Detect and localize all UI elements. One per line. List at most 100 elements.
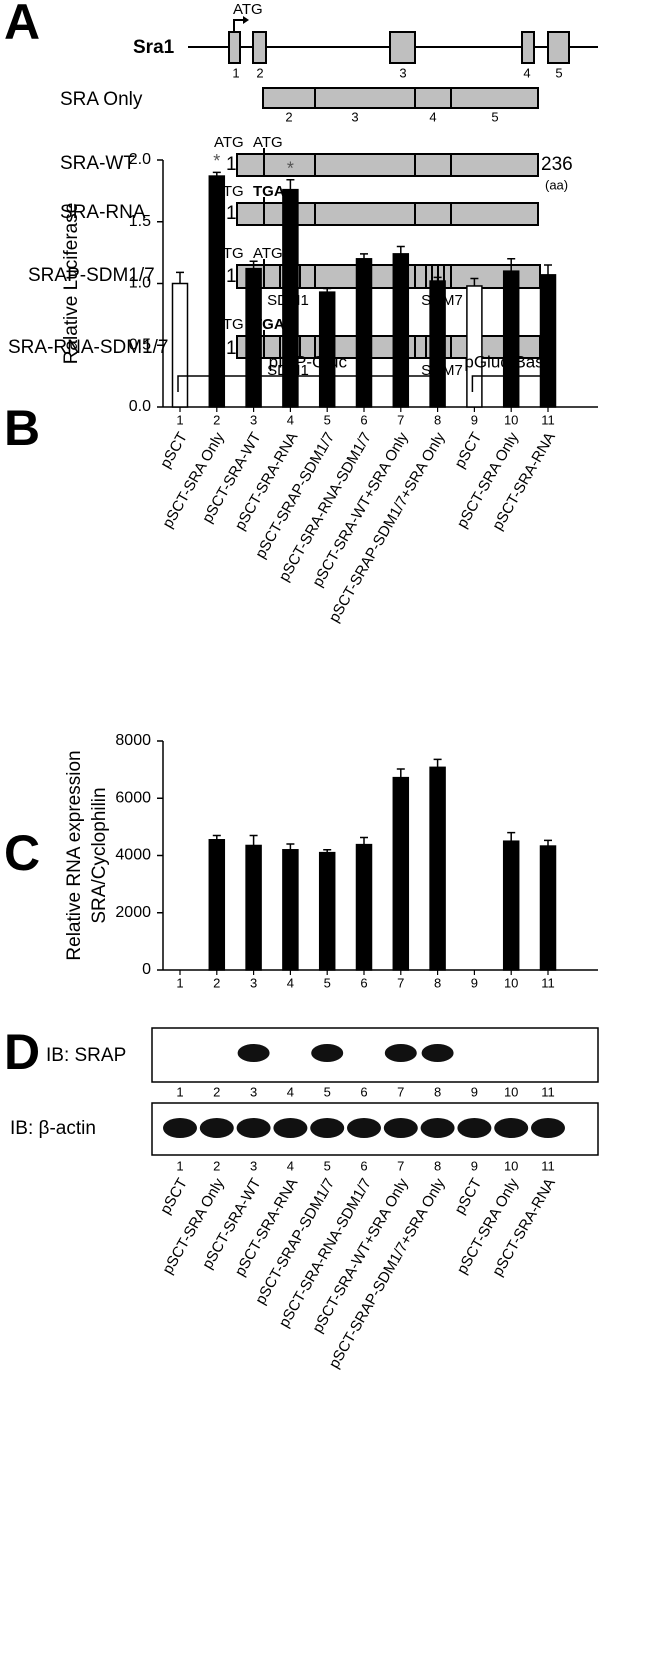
bar	[392, 253, 410, 408]
exon	[547, 31, 570, 64]
bar	[502, 840, 520, 971]
error-bar	[544, 264, 552, 275]
x-tick-label: 11	[541, 412, 555, 427]
y-tick-label: 0.0	[129, 398, 151, 415]
bar	[245, 267, 262, 408]
bar	[282, 188, 299, 408]
y-axis-label: Relative RNA expression	[64, 750, 85, 960]
x-tick-label: 5	[324, 412, 331, 427]
x-tick-label: 1	[176, 412, 183, 427]
band	[273, 1118, 308, 1138]
blot-label: IB: β-actin	[10, 1118, 96, 1139]
x-tick-label: 11	[541, 975, 555, 990]
group-bracket	[177, 375, 439, 392]
x-tick-label: 6	[360, 975, 367, 990]
lane-number: 8	[434, 1084, 441, 1099]
lane-number: 5	[324, 1158, 331, 1173]
divider	[263, 197, 452, 225]
error-bar	[507, 831, 516, 842]
error-bar	[286, 843, 295, 850]
exon-number: 1	[232, 65, 239, 80]
lane-number: 7	[397, 1158, 404, 1173]
bar	[502, 270, 520, 408]
bar	[355, 258, 373, 408]
x-tick-label: 3	[250, 975, 257, 990]
panel-letter: C	[4, 825, 40, 881]
error-bar	[323, 287, 332, 293]
arrow-head	[243, 16, 249, 24]
x-tick-label: 3	[250, 412, 257, 427]
blot-frame	[151, 1027, 599, 1083]
lane-number: 10	[504, 1084, 518, 1099]
exon	[521, 31, 535, 64]
start-number: 1	[226, 266, 237, 287]
band	[383, 1118, 418, 1138]
error-bar	[470, 277, 479, 286]
construct-name: SRAP-SDM1/7	[28, 265, 155, 286]
panel-letter: A	[4, 0, 40, 50]
construct	[262, 87, 539, 109]
significance: *	[287, 159, 294, 179]
x-tick-label: 9	[471, 412, 478, 427]
error-bar	[176, 271, 184, 284]
start-number: 1	[226, 338, 237, 359]
x-tick-label: 1	[176, 975, 183, 990]
x-tick-label: 4	[287, 412, 294, 427]
error-bar	[360, 253, 368, 259]
codon: ATG	[253, 245, 283, 262]
x-tick-label: 10	[504, 975, 518, 990]
x-tick-label: 5	[324, 975, 331, 990]
codon: ATG	[253, 134, 283, 151]
lane-number: 4	[287, 1158, 294, 1173]
bar	[245, 844, 262, 971]
start-codon: ATG	[233, 1, 263, 18]
x-tick-label: 8	[434, 975, 441, 990]
significance: *	[213, 151, 220, 171]
sample-label: pSCT	[451, 1175, 485, 1217]
y-axis-label: Ralative Luciferase	[61, 203, 82, 365]
error-bar	[433, 276, 442, 282]
x-tick-label: 8	[434, 412, 441, 427]
band	[384, 1044, 417, 1062]
lane-number: 2	[213, 1158, 220, 1173]
band	[421, 1044, 454, 1062]
y-tick-label: 1.0	[129, 275, 151, 292]
error-bar	[323, 849, 332, 853]
sample-label: pSCT	[157, 1175, 191, 1217]
length: 236	[541, 154, 573, 175]
segment-number: 4	[429, 109, 436, 124]
construct	[236, 202, 539, 226]
exon	[389, 31, 416, 64]
bar	[392, 776, 410, 971]
lane-number: 1	[176, 1084, 183, 1099]
lane-number: 2	[213, 1084, 220, 1099]
start-arrow	[233, 19, 244, 32]
band	[237, 1044, 270, 1062]
band	[199, 1118, 234, 1138]
exon-number: 4	[523, 65, 530, 80]
segment-number: 5	[491, 109, 498, 124]
error-bar	[249, 834, 258, 846]
y-axis-label: SRA/Cyclophilin	[89, 787, 110, 923]
error-bar	[396, 768, 405, 778]
divider	[314, 88, 452, 108]
divider	[263, 148, 452, 176]
error-bar	[507, 258, 516, 272]
error-bar	[544, 839, 552, 847]
group-label: pGluc-Basic	[464, 352, 556, 371]
lane-number: 8	[434, 1158, 441, 1173]
band	[420, 1118, 455, 1138]
bar	[318, 291, 336, 408]
sample-label: pSCT	[157, 429, 191, 471]
error-bar	[212, 171, 221, 177]
x-tick-label: 10	[504, 412, 518, 427]
sample-label: pSCT	[451, 429, 485, 471]
start-number: 1	[226, 154, 237, 175]
bar	[466, 285, 483, 408]
exon	[252, 31, 267, 64]
lane-number: 3	[250, 1084, 257, 1099]
stop-codon: TGA	[253, 183, 285, 200]
construct-name: SRA Only	[60, 89, 143, 110]
bar	[318, 851, 336, 971]
y-tick-label: 8000	[115, 732, 151, 749]
